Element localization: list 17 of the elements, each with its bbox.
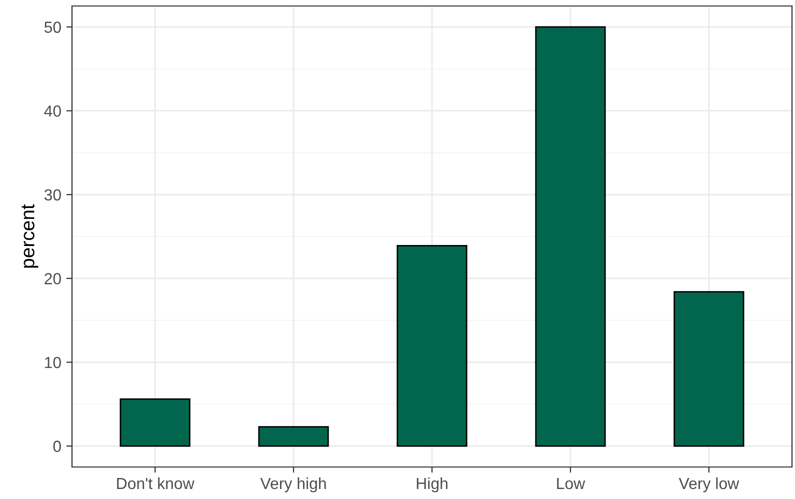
y-tick-label: 20: [44, 273, 61, 284]
x-tick-label: Don't know: [117, 477, 194, 490]
bar: [674, 291, 744, 447]
y-tick-label: 40: [44, 105, 61, 117]
bar: [258, 426, 329, 447]
y-tick-label: 50: [44, 22, 61, 33]
y-tick-label: 10: [45, 356, 61, 368]
bar: [535, 26, 606, 447]
y-tick-label: 0: [53, 440, 61, 452]
y-axis-title: percent: [22, 204, 38, 268]
x-tick-label: Low: [557, 478, 586, 490]
bar: [396, 245, 468, 447]
x-tick-label: Very high: [260, 477, 326, 492]
x-tick-label: High: [416, 477, 448, 492]
x-tick-label: Very low: [678, 477, 740, 492]
bar: [120, 398, 190, 447]
y-tick-label: 30: [44, 189, 61, 201]
